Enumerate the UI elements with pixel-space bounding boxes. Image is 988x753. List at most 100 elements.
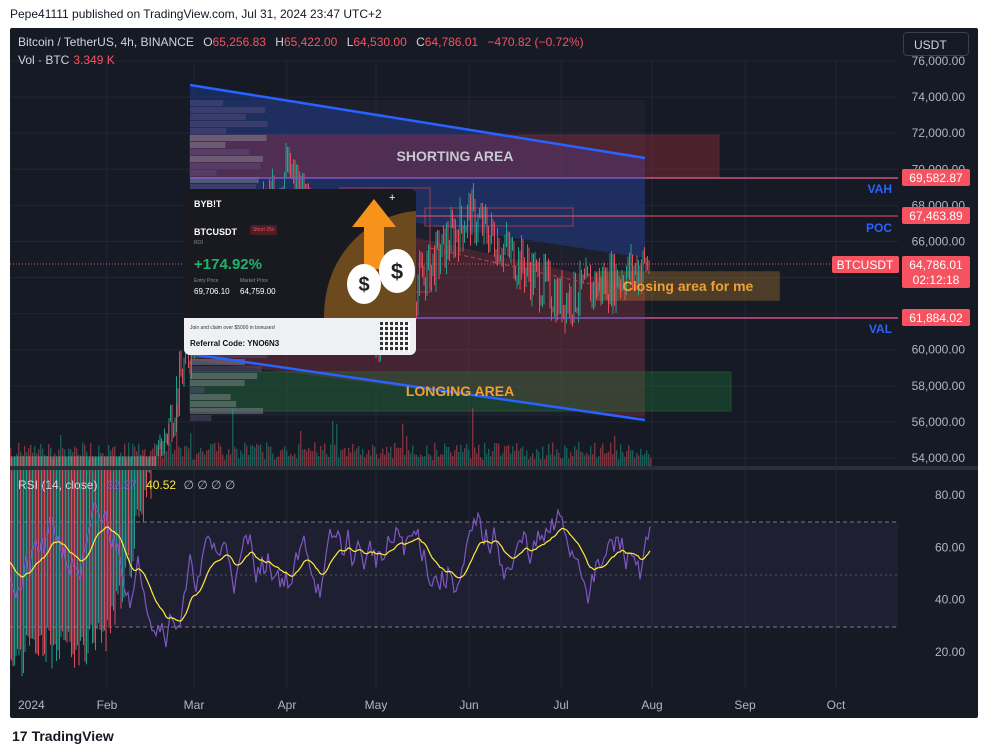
volume-bar (224, 459, 226, 466)
profile-bar (190, 373, 258, 379)
volume-bar (634, 457, 636, 466)
time-tick-label: Sep (734, 698, 756, 712)
volume-bar (158, 447, 160, 466)
volume-bar (366, 454, 368, 466)
volume-bar (442, 454, 444, 466)
volume-bar (258, 445, 260, 466)
volume-bar (378, 458, 380, 466)
volume-bar (510, 453, 512, 466)
volume-bar (222, 454, 224, 466)
bybit-entry: 69,706.10 (194, 287, 230, 296)
publish-info: Pepe41111 published on TradingView.com, … (0, 0, 988, 28)
profile-bar (190, 163, 261, 169)
currency-button[interactable]: USDT (903, 32, 969, 56)
bybit-mark: 64,759.00 (240, 287, 276, 296)
volume-bar (624, 456, 626, 466)
volume-bar (32, 452, 34, 466)
volume-bar (212, 444, 214, 466)
time-tick-label: Oct (827, 698, 846, 712)
time-tick-label: Jul (553, 698, 568, 712)
volume-bar (582, 452, 584, 466)
volume-bar (142, 449, 144, 466)
volume-bar (456, 445, 458, 466)
volume-bar (620, 444, 622, 466)
volume-bar (312, 451, 314, 466)
volume-bar (648, 454, 650, 466)
last-price-text: 64,786.01 (909, 258, 963, 272)
profile-bar (190, 380, 245, 386)
profile-bar (190, 100, 224, 106)
volume-bar (92, 457, 94, 466)
volume-bar (152, 448, 154, 466)
volume-bar (44, 454, 46, 466)
volume-bar (328, 456, 330, 466)
volume-bar (168, 423, 170, 466)
volume-bar (622, 452, 624, 466)
volume-bar (600, 447, 602, 466)
volume-bar (304, 449, 306, 466)
volume-bar (40, 444, 42, 466)
volume-bar (60, 435, 62, 466)
volume-bar (434, 442, 436, 466)
volume-bar (440, 454, 442, 466)
volume-bar (504, 446, 506, 466)
volume-bar (252, 445, 254, 466)
rsi-line (10, 500, 651, 648)
rsi-tick-label: 60.00 (935, 540, 965, 554)
bybit-tag: Short 25x (250, 225, 278, 235)
volume-bar (550, 454, 552, 466)
volume-bar (198, 452, 200, 466)
volume-bar (130, 457, 132, 466)
volume-bar (282, 449, 284, 466)
rsi-axis[interactable]: 20.00 40.00 60.00 80.00 (935, 488, 965, 659)
volume-bar (100, 452, 102, 466)
volume-bar (430, 455, 432, 466)
moneybag-illustration: $ $ + (324, 192, 416, 318)
profile-bar (190, 107, 266, 113)
volume-bar (72, 451, 74, 466)
bybit-logo: BYB!T (194, 199, 222, 209)
volume-bar (16, 453, 18, 466)
volume-bar (204, 454, 206, 466)
volume-bar (56, 458, 58, 466)
volume-bar (340, 450, 342, 466)
volume-bar (270, 446, 272, 466)
volume-bar (518, 450, 520, 466)
profile-bar (190, 135, 267, 141)
poc-label: POC (866, 221, 892, 235)
bybit-card-top: $ $ + BYB!T BTCUSDT Short 25x ROI +174.9… (184, 189, 416, 318)
volume-bar (326, 454, 328, 466)
volume-bar (20, 451, 22, 466)
volume-bar (604, 453, 606, 466)
longing-label: LONGING AREA (406, 383, 514, 399)
volume-bar (228, 449, 230, 466)
volume-bar (492, 450, 494, 466)
volume-bar (646, 450, 648, 466)
volume-bar (614, 435, 616, 466)
volume-bar (244, 442, 246, 466)
volume-bar (496, 443, 498, 466)
volume-bar (432, 459, 434, 466)
volume-bar (98, 445, 100, 466)
volume-bar (178, 446, 180, 466)
volume-bar (256, 443, 258, 466)
high-label: H (275, 35, 284, 49)
time-axis[interactable]: 2024 Feb Mar Apr May Jun Jul Aug Sep Oct (18, 698, 846, 712)
profile-bar (190, 352, 268, 358)
price-tick-label: 76,000.00 (912, 54, 966, 68)
volume-bar (420, 454, 422, 466)
open-value: 65,256.83 (212, 35, 266, 49)
profile-bar (190, 366, 262, 372)
volume-bar (368, 450, 370, 466)
volume-bar (490, 456, 492, 466)
volume-bar (156, 445, 158, 466)
volume-bar (164, 451, 166, 466)
val-tag-text: 61,884.02 (909, 311, 963, 325)
volume-bar (338, 457, 340, 466)
chart-svg[interactable]: SHORTING AREA LONGING AREA Closing area … (10, 28, 978, 718)
volume-bar (520, 448, 522, 466)
volume-bar (596, 457, 598, 466)
chart-panel[interactable]: SHORTING AREA LONGING AREA Closing area … (10, 28, 978, 718)
tradingview-brand[interactable]: 17 TradingView (12, 728, 114, 744)
volume-bar (446, 446, 448, 466)
